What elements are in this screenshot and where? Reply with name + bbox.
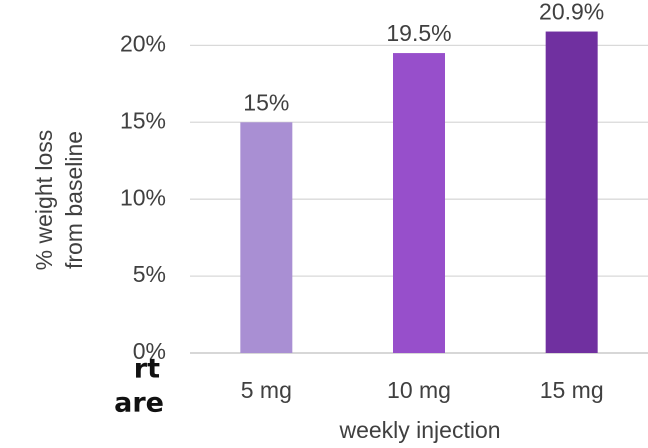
x-axis-title: weekly injection (338, 417, 500, 443)
annotation: rt (134, 354, 160, 385)
data-label: 20.9% (539, 0, 604, 25)
y-axis-title-line: from baseline (61, 131, 87, 269)
y-tick-label: 15% (120, 107, 166, 133)
y-tick-label: 5% (133, 261, 166, 287)
bar (545, 31, 598, 354)
y-tick-label: 20% (120, 30, 166, 56)
bar (240, 122, 293, 354)
y-axis-title: % weight loss from baseline (31, 130, 87, 271)
data-label: 19.5% (386, 20, 451, 46)
x-tick-label: 15 mg (540, 377, 604, 403)
y-tick-label: 0% (133, 338, 166, 364)
x-tick-label: 5 mg (241, 377, 292, 403)
y-tick-label: 10% (120, 184, 166, 210)
y-axis-title-line: % weight loss (31, 130, 57, 271)
x-tick-label: 10 mg (387, 377, 451, 403)
data-label: 15% (243, 89, 289, 115)
annotation: are (114, 388, 164, 419)
bar (393, 53, 445, 353)
